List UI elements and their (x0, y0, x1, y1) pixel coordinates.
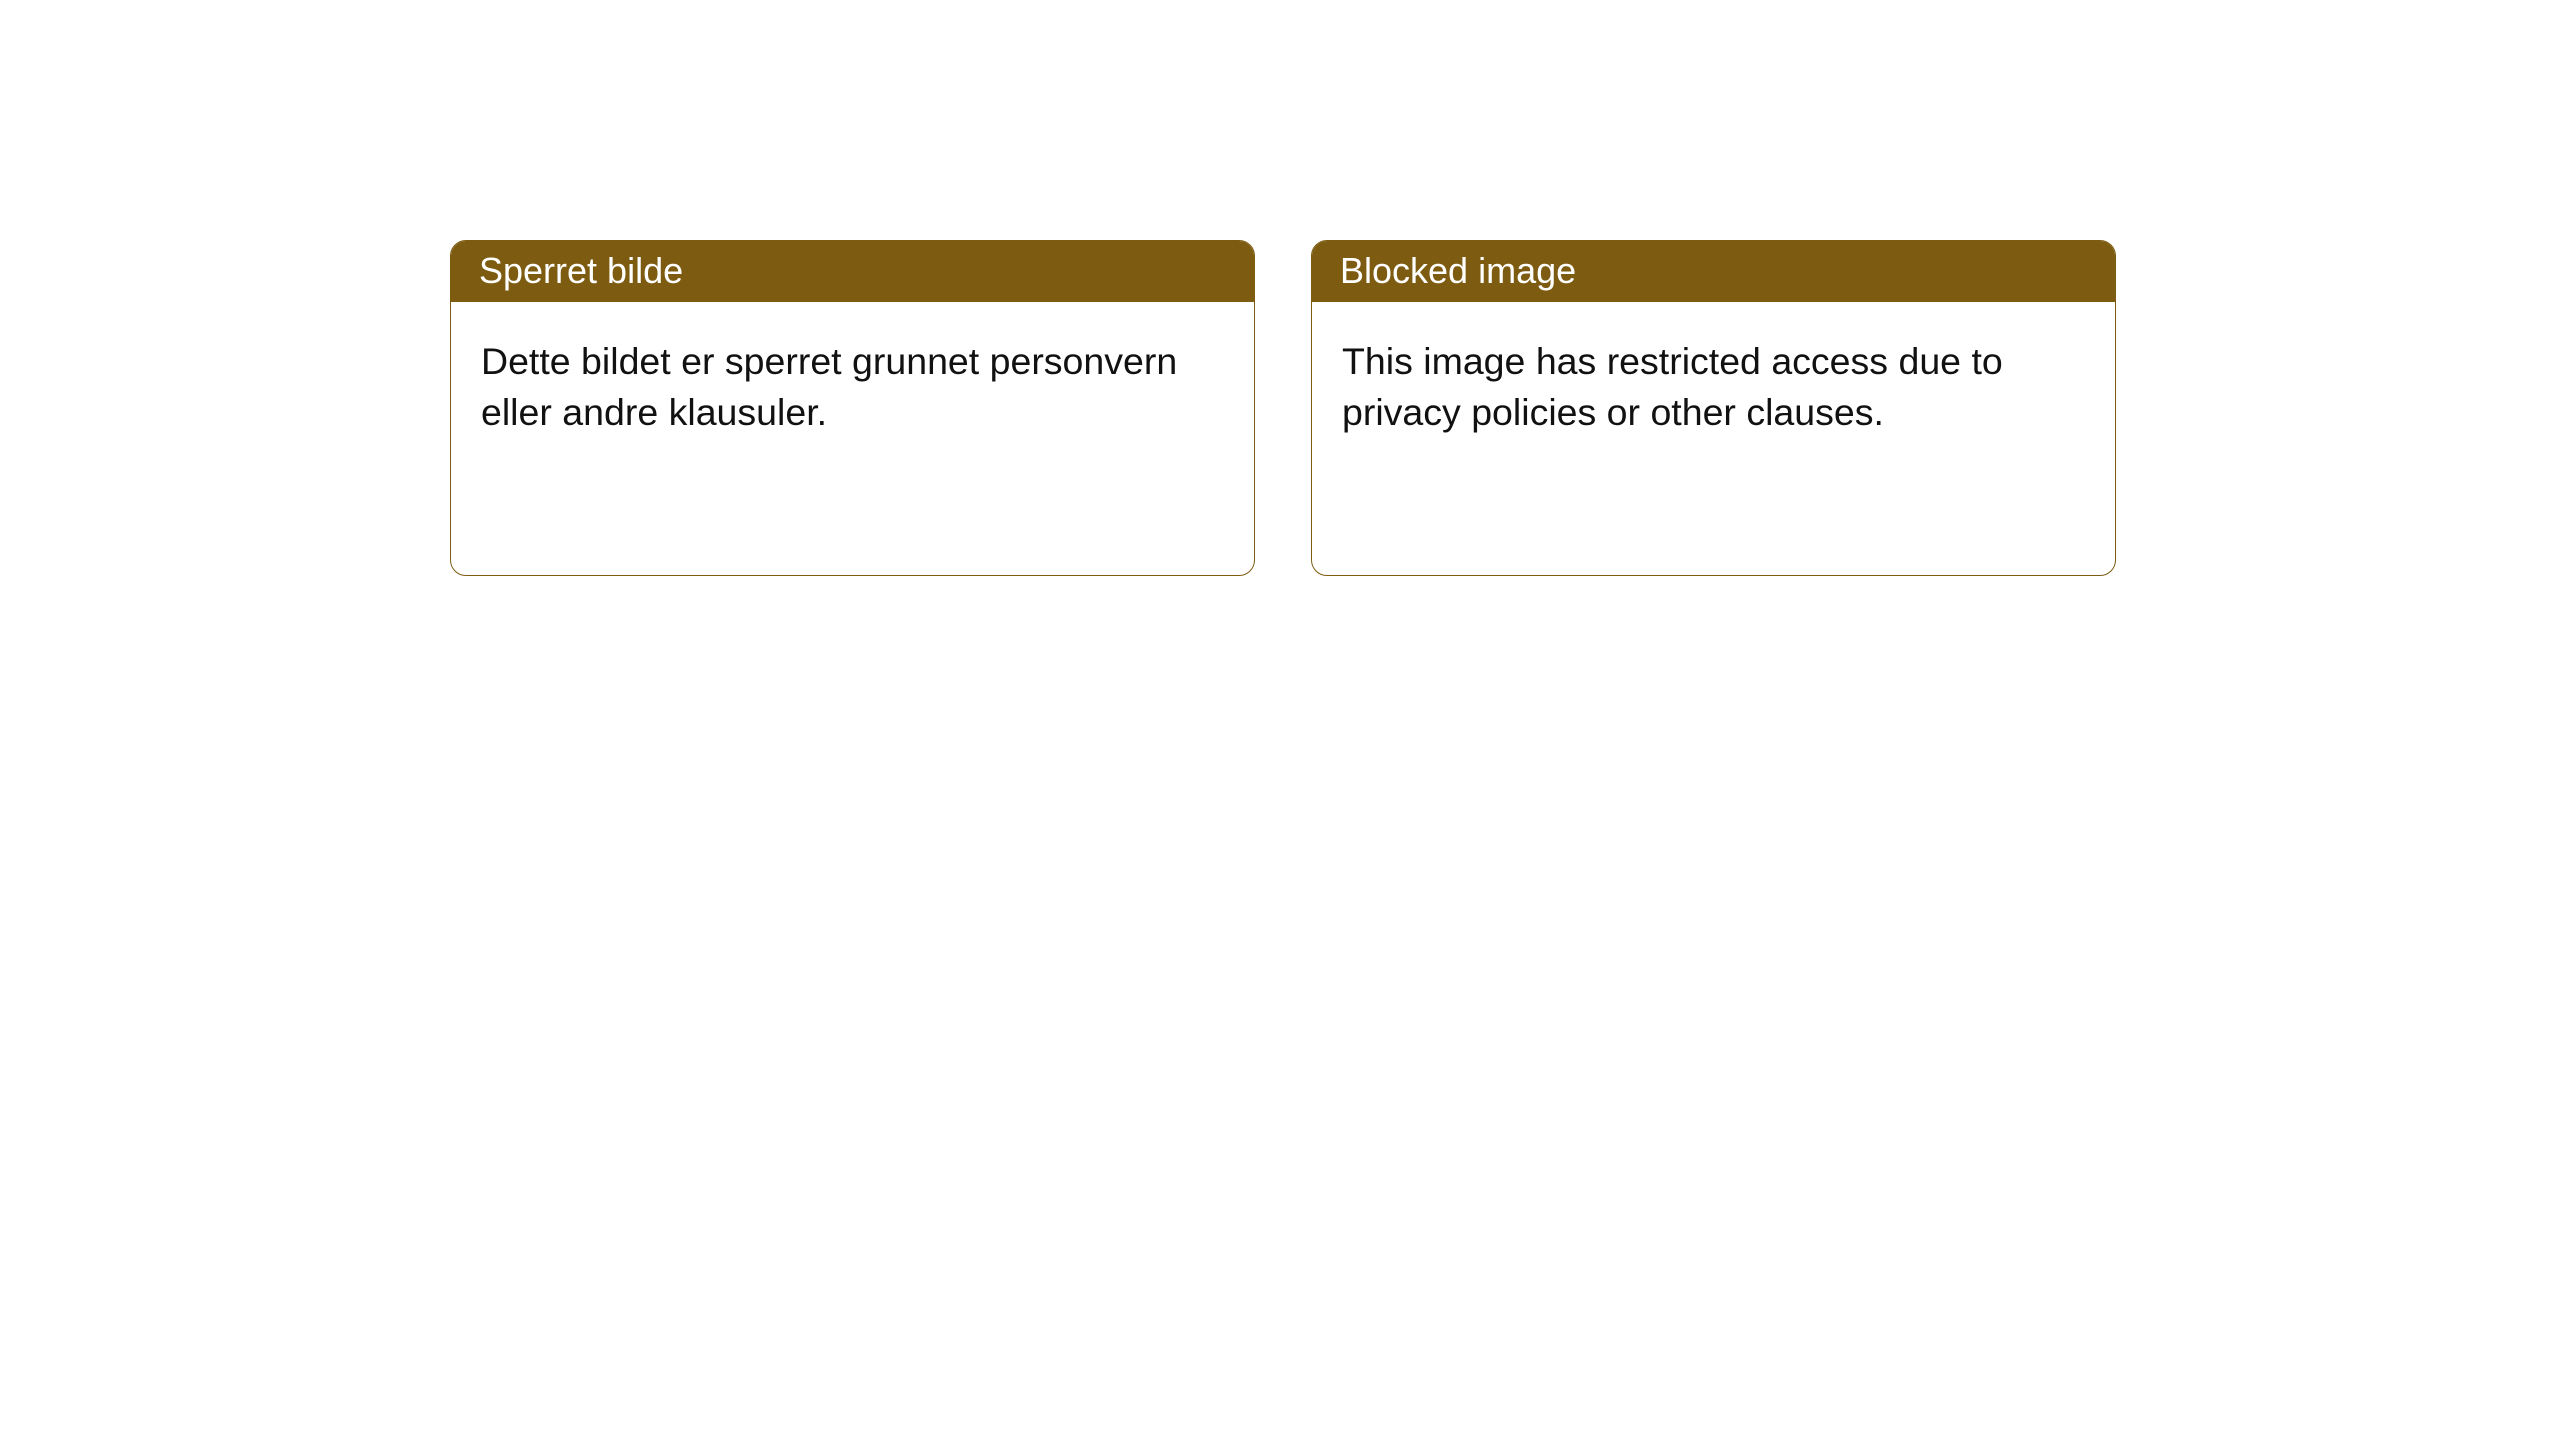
notice-card-title: Sperret bilde (451, 241, 1254, 302)
notice-card-title: Blocked image (1312, 241, 2115, 302)
notice-card-body: Dette bildet er sperret grunnet personve… (451, 302, 1254, 438)
notice-card-english: Blocked image This image has restricted … (1311, 240, 2116, 576)
notice-cards-row: Sperret bilde Dette bildet er sperret gr… (0, 0, 2560, 576)
notice-card-norwegian: Sperret bilde Dette bildet er sperret gr… (450, 240, 1255, 576)
notice-card-body: This image has restricted access due to … (1312, 302, 2115, 438)
